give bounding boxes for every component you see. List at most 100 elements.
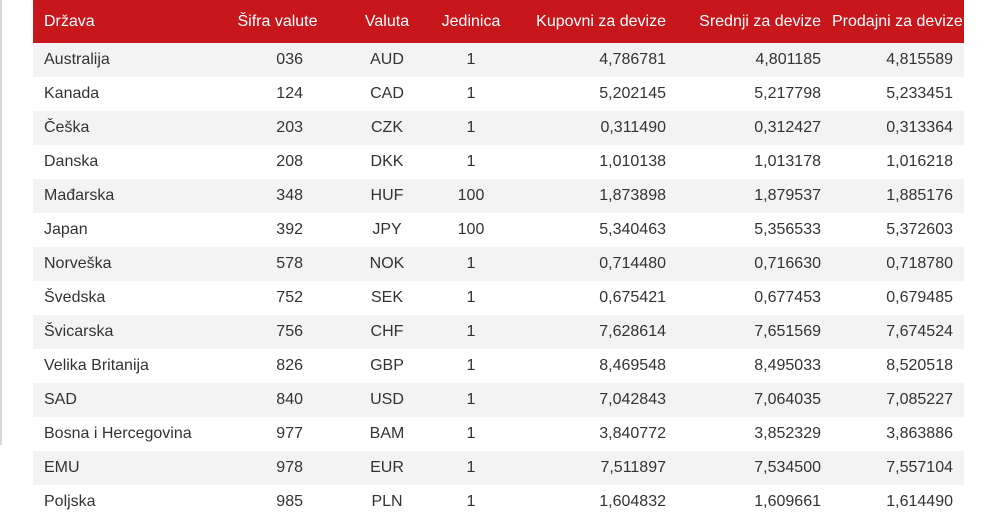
cell-country: Japan — [33, 213, 218, 247]
cell-currency: PLN — [337, 485, 437, 519]
header-country: Država — [44, 12, 95, 30]
cell-selling-rate: 7,674524 — [832, 315, 964, 349]
cell-selling-rate: 8,520518 — [832, 349, 964, 383]
header-currency-code: Šifra valute — [237, 12, 318, 30]
table-row: Bosna i Hercegovina 977 BAM 1 3,840772 3,8523… — [33, 417, 964, 451]
left-border-rule — [0, 0, 2, 445]
cell-middle-rate: 5,217798 — [677, 77, 832, 111]
cell-selling-rate: 7,557104 — [832, 451, 964, 485]
cell-selling-rate: 1,614490 — [832, 485, 964, 519]
cell-middle-rate: 0,677453 — [677, 281, 832, 315]
cell-buying-rate: 7,511897 — [505, 451, 677, 485]
cell-currency: HUF — [337, 179, 437, 213]
cell-unit: 100 — [437, 179, 505, 213]
table-row: Norveška 578 NOK 1 0,714480 0,716630 0,718780 — [33, 247, 964, 281]
cell-unit: 1 — [437, 281, 505, 315]
cell-currency: EUR — [337, 451, 437, 485]
cell-buying-rate: 1,604832 — [505, 485, 677, 519]
cell-buying-rate: 4,786781 — [505, 43, 677, 77]
header-buying-rate: Kupovni za devize — [536, 12, 666, 30]
cell-currency-code: 985 — [218, 485, 337, 519]
cell-currency-code: 124 — [218, 77, 337, 111]
cell-middle-rate: 0,716630 — [677, 247, 832, 281]
header-middle-rate: Srednji za devize — [699, 12, 821, 30]
cell-currency: USD — [337, 383, 437, 417]
table-body: Australija 036 AUD 1 4,786781 4,801185 4,81558… — [33, 43, 964, 519]
cell-currency-code: 752 — [218, 281, 337, 315]
cell-currency: SEK — [337, 281, 437, 315]
cell-country: Australija — [33, 43, 218, 77]
cell-buying-rate: 8,469548 — [505, 349, 677, 383]
cell-selling-rate: 5,233451 — [832, 77, 964, 111]
exchange-rate-table-container: Država Šifra valute Valuta Jedinica Kupo… — [33, 0, 964, 519]
cell-selling-rate: 0,718780 — [832, 247, 964, 281]
table-row: Švicarska 756 CHF 1 7,628614 7,651569 7,674524 — [33, 315, 964, 349]
cell-unit: 1 — [437, 451, 505, 485]
cell-country: SAD — [33, 383, 218, 417]
cell-middle-rate: 7,064035 — [677, 383, 832, 417]
cell-middle-rate: 7,651569 — [677, 315, 832, 349]
cell-buying-rate: 1,873898 — [505, 179, 677, 213]
cell-selling-rate: 1,885176 — [832, 179, 964, 213]
cell-unit: 1 — [437, 43, 505, 77]
cell-currency-code: 348 — [218, 179, 337, 213]
cell-buying-rate: 3,840772 — [505, 417, 677, 451]
cell-currency-code: 208 — [218, 145, 337, 179]
cell-country: Poljska — [33, 485, 218, 519]
cell-currency: AUD — [337, 43, 437, 77]
cell-buying-rate: 7,628614 — [505, 315, 677, 349]
cell-selling-rate: 0,313364 — [832, 111, 964, 145]
cell-buying-rate: 5,340463 — [505, 213, 677, 247]
table-row: Kanada 124 CAD 1 5,202145 5,217798 5,233451 — [33, 77, 964, 111]
cell-country: Bosna i Hercegovina — [33, 417, 218, 451]
cell-unit: 1 — [437, 383, 505, 417]
cell-country: Kanada — [33, 77, 218, 111]
cell-unit: 1 — [437, 111, 505, 145]
table-row: Poljska 985 PLN 1 1,604832 1,609661 1,614490 — [33, 485, 964, 519]
cell-unit: 1 — [437, 485, 505, 519]
cell-middle-rate: 1,879537 — [677, 179, 832, 213]
cell-country: Češka — [33, 111, 218, 145]
table-row: EMU 978 EUR 1 7,511897 7,534500 7,557104 — [33, 451, 964, 485]
cell-currency-code: 036 — [218, 43, 337, 77]
cell-middle-rate: 0,312427 — [677, 111, 832, 145]
cell-country: Švedska — [33, 281, 218, 315]
cell-country: Norveška — [33, 247, 218, 281]
cell-unit: 1 — [437, 145, 505, 179]
table-row: Češka 203 CZK 1 0,311490 0,312427 0,313364 — [33, 111, 964, 145]
header-currency: Valuta — [364, 12, 410, 30]
table-row: Švedska 752 SEK 1 0,675421 0,677453 0,679485 — [33, 281, 964, 315]
table-row: SAD 840 USD 1 7,042843 7,064035 7,085227 — [33, 383, 964, 417]
cell-middle-rate: 5,356533 — [677, 213, 832, 247]
exchange-rate-table: Država Šifra valute Valuta Jedinica Kupo… — [33, 0, 964, 519]
cell-currency-code: 203 — [218, 111, 337, 145]
cell-middle-rate: 4,801185 — [677, 43, 832, 77]
cell-unit: 1 — [437, 77, 505, 111]
cell-unit: 1 — [437, 247, 505, 281]
cell-currency-code: 392 — [218, 213, 337, 247]
cell-unit: 100 — [437, 213, 505, 247]
cell-buying-rate: 0,311490 — [505, 111, 677, 145]
table-row: Mađarska 348 HUF 100 1,873898 1,879537 1,88517… — [33, 179, 964, 213]
cell-country: EMU — [33, 451, 218, 485]
cell-buying-rate: 5,202145 — [505, 77, 677, 111]
cell-currency-code: 978 — [218, 451, 337, 485]
cell-currency-code: 826 — [218, 349, 337, 383]
header-unit: Jedinica — [441, 12, 501, 30]
cell-currency-code: 578 — [218, 247, 337, 281]
cell-currency-code: 977 — [218, 417, 337, 451]
cell-selling-rate: 5,372603 — [832, 213, 964, 247]
cell-selling-rate: 7,085227 — [832, 383, 964, 417]
cell-currency: DKK — [337, 145, 437, 179]
cell-currency-code: 756 — [218, 315, 337, 349]
cell-middle-rate: 7,534500 — [677, 451, 832, 485]
cell-unit: 1 — [437, 349, 505, 383]
cell-currency-code: 840 — [218, 383, 337, 417]
cell-selling-rate: 1,016218 — [832, 145, 964, 179]
cell-country: Danska — [33, 145, 218, 179]
cell-middle-rate: 8,495033 — [677, 349, 832, 383]
cell-selling-rate: 4,815589 — [832, 43, 964, 77]
table-row: Velika Britanija 826 GBP 1 8,469548 8,495033 8… — [33, 349, 964, 383]
cell-currency: BAM — [337, 417, 437, 451]
cell-middle-rate: 3,852329 — [677, 417, 832, 451]
